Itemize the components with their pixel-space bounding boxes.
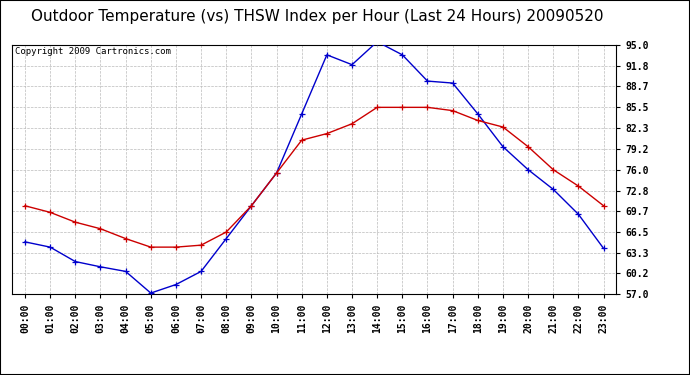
Text: Outdoor Temperature (vs) THSW Index per Hour (Last 24 Hours) 20090520: Outdoor Temperature (vs) THSW Index per … (31, 9, 604, 24)
Text: Copyright 2009 Cartronics.com: Copyright 2009 Cartronics.com (15, 48, 171, 57)
